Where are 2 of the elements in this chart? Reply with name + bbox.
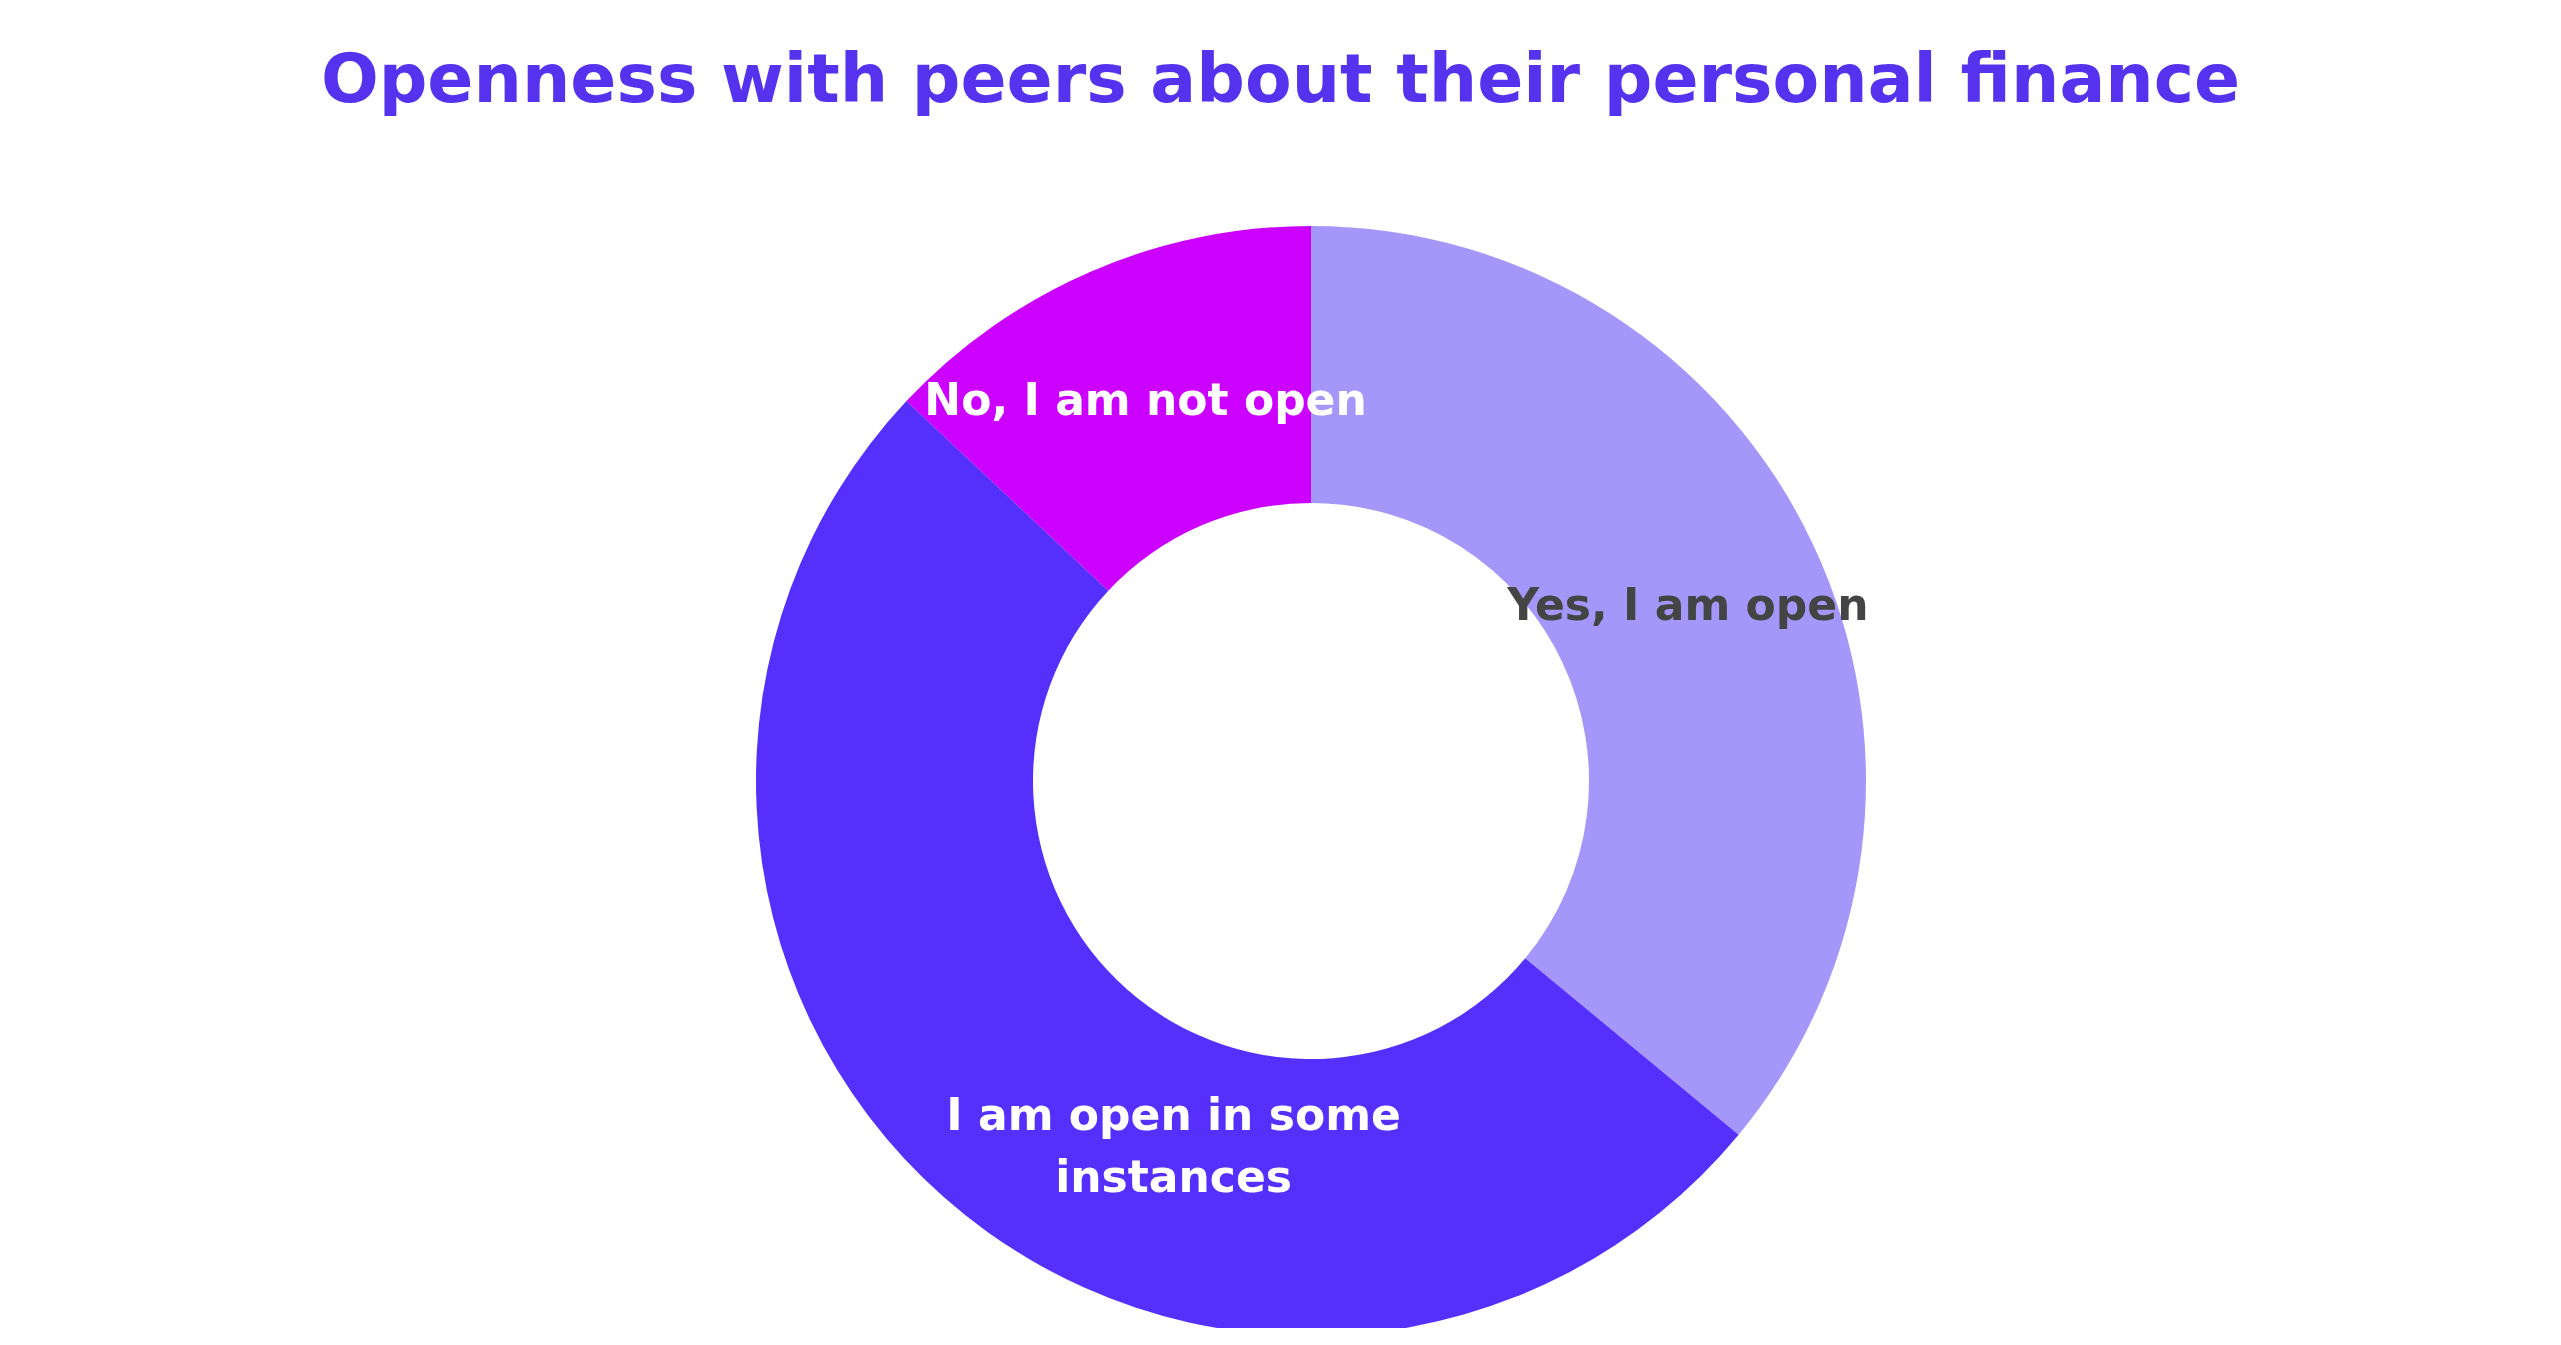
chart-title: Openness with peers about their personal finance (319, 37, 2242, 120)
slice-label: I am open in some instances (946, 1088, 1401, 1202)
